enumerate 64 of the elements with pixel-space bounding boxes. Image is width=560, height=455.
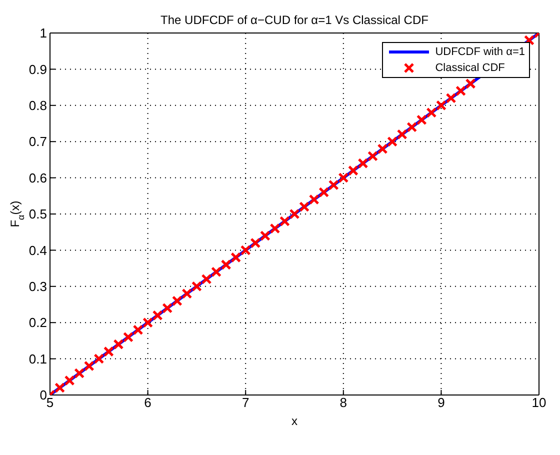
chart-title: The UDFCDF of α−CUD for α=1 Vs Classical CDF bbox=[160, 13, 428, 27]
y-tick-label: 0.9 bbox=[28, 62, 47, 77]
point bbox=[465, 78, 476, 89]
point bbox=[54, 382, 66, 394]
x-tick-label: 8 bbox=[340, 395, 348, 410]
point bbox=[191, 281, 202, 292]
point bbox=[172, 296, 182, 306]
y-tick-label: 0.7 bbox=[28, 134, 47, 150]
point bbox=[328, 180, 339, 190]
point bbox=[348, 165, 358, 176]
point bbox=[456, 86, 466, 96]
point bbox=[426, 107, 437, 118]
point bbox=[387, 136, 398, 147]
y-tick-label: 0.1 bbox=[28, 351, 47, 366]
point bbox=[201, 274, 212, 284]
point bbox=[250, 238, 261, 248]
x-tick-label: 5 bbox=[46, 395, 54, 410]
y-tick-label: 0.6 bbox=[28, 170, 47, 186]
point bbox=[230, 252, 242, 263]
point bbox=[74, 368, 85, 379]
y-tick-label: 1 bbox=[40, 26, 47, 41]
x-tick-label: 7 bbox=[242, 395, 250, 410]
point bbox=[84, 360, 94, 372]
y-tick-label: 0.5 bbox=[28, 206, 47, 222]
point bbox=[299, 202, 310, 212]
point bbox=[64, 375, 75, 386]
point bbox=[94, 354, 104, 364]
point bbox=[103, 346, 114, 357]
point bbox=[152, 310, 163, 321]
point bbox=[142, 317, 154, 328]
point bbox=[240, 244, 251, 256]
point bbox=[446, 92, 456, 104]
point bbox=[162, 302, 173, 314]
point bbox=[132, 324, 144, 336]
point bbox=[279, 216, 290, 226]
y-tick-label: 0.2 bbox=[28, 315, 47, 330]
point bbox=[289, 208, 300, 220]
point bbox=[182, 288, 192, 299]
point bbox=[416, 114, 427, 126]
point bbox=[220, 259, 232, 270]
point bbox=[122, 332, 134, 342]
y-tick-label: 0.4 bbox=[28, 242, 47, 258]
y-tick-label: 0.3 bbox=[28, 279, 47, 294]
point bbox=[367, 150, 378, 162]
point bbox=[211, 266, 222, 278]
point bbox=[377, 144, 388, 154]
point bbox=[358, 158, 368, 169]
point bbox=[113, 339, 124, 350]
x-tick-label: 6 bbox=[144, 395, 152, 410]
point bbox=[338, 172, 349, 184]
point bbox=[436, 100, 446, 111]
legend-label: Classical CDF bbox=[435, 62, 505, 74]
y-tick-label: 0 bbox=[40, 388, 47, 403]
x-tick-label: 9 bbox=[438, 395, 445, 410]
point bbox=[318, 187, 330, 198]
point bbox=[396, 129, 408, 140]
point bbox=[308, 194, 320, 205]
x-axis-title: x bbox=[292, 414, 298, 428]
point bbox=[406, 122, 418, 132]
x-tick-label: 10 bbox=[532, 395, 546, 410]
y-tick-label: 0.8 bbox=[28, 98, 47, 114]
point bbox=[270, 223, 280, 234]
legend-label: UDFCDF with α=1 bbox=[435, 46, 525, 58]
point bbox=[260, 230, 270, 241]
